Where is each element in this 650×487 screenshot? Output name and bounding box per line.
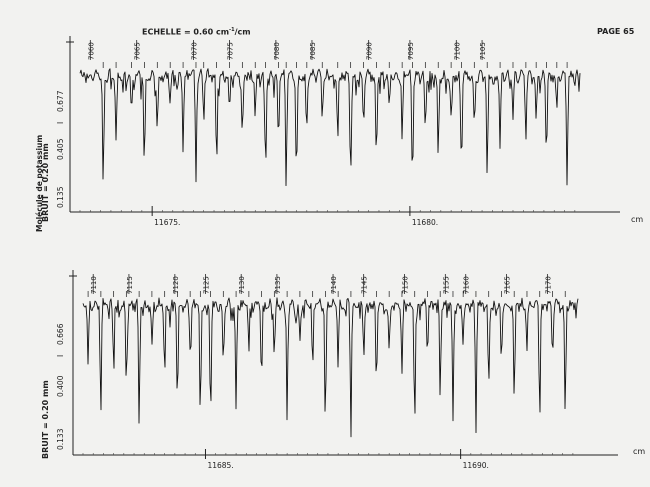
top-unit-label: cm: [631, 215, 644, 224]
bottom-line-number-7155: 7155: [442, 276, 450, 294]
top-line-number-7090: 7090: [366, 42, 374, 60]
bottom-spectrum-line: [82, 297, 579, 438]
bottom-line-number-7110: 7110: [90, 276, 98, 294]
top-line-number-7100: 7100: [453, 42, 461, 60]
bottom-line-number-7125: 7125: [202, 276, 210, 294]
scale-text: ECHELLE = 0.60 cm: [142, 27, 230, 37]
scale-unit: /cm: [234, 27, 251, 37]
top-line-number-7060: 7060: [87, 42, 95, 60]
top-line-number-7065: 7065: [134, 42, 142, 60]
bottom-x-tick-label-1: 11690.: [463, 461, 489, 470]
bottom-line-number-7145: 7145: [361, 276, 369, 294]
bottom-line-number-7115: 7115: [126, 276, 134, 294]
bottom-line-number-7150: 7150: [401, 276, 409, 294]
top-spectrum-line: [79, 68, 581, 187]
top-x-tick-label-0: 11675.: [154, 218, 180, 227]
page-number: PAGE 65: [597, 27, 635, 36]
top-line-number-7075: 7075: [226, 42, 234, 60]
bottom-line-number-7160: 7160: [463, 276, 471, 294]
top-line-number-7095: 7095: [407, 42, 415, 60]
top-x-tick-label-1: 11680.: [412, 218, 438, 227]
scale-label: ECHELLE = 0.60 cm-1/cm: [142, 27, 251, 37]
top-line-number-7070: 7070: [190, 42, 198, 60]
bottom-x-tick-label-0: 11685.: [207, 461, 233, 470]
top-line-number-7080: 7080: [273, 42, 281, 60]
top-line-number-7085: 7085: [309, 42, 317, 60]
bottom-line-number-7140: 7140: [330, 276, 338, 294]
bottom-line-number-7165: 7165: [504, 276, 512, 294]
bottom-panel: 11685. 11690. 7110 7115 7120 7125 7130 7135 7140…: [69, 270, 618, 470]
bottom-unit-label: cm: [633, 447, 646, 456]
scale-sup: -1: [229, 27, 235, 33]
top-panel: 11675. 11680. 7060 7065 7070 7075 7080 7085 7090…: [66, 36, 620, 227]
bottom-line-number-7135: 7135: [274, 276, 282, 294]
bottom-line-number-7130: 7130: [238, 276, 246, 294]
bottom-line-number-7120: 7120: [172, 276, 180, 294]
top-line-number-7105: 7105: [479, 42, 487, 60]
bottom-line-number-7170: 7170: [544, 276, 552, 294]
